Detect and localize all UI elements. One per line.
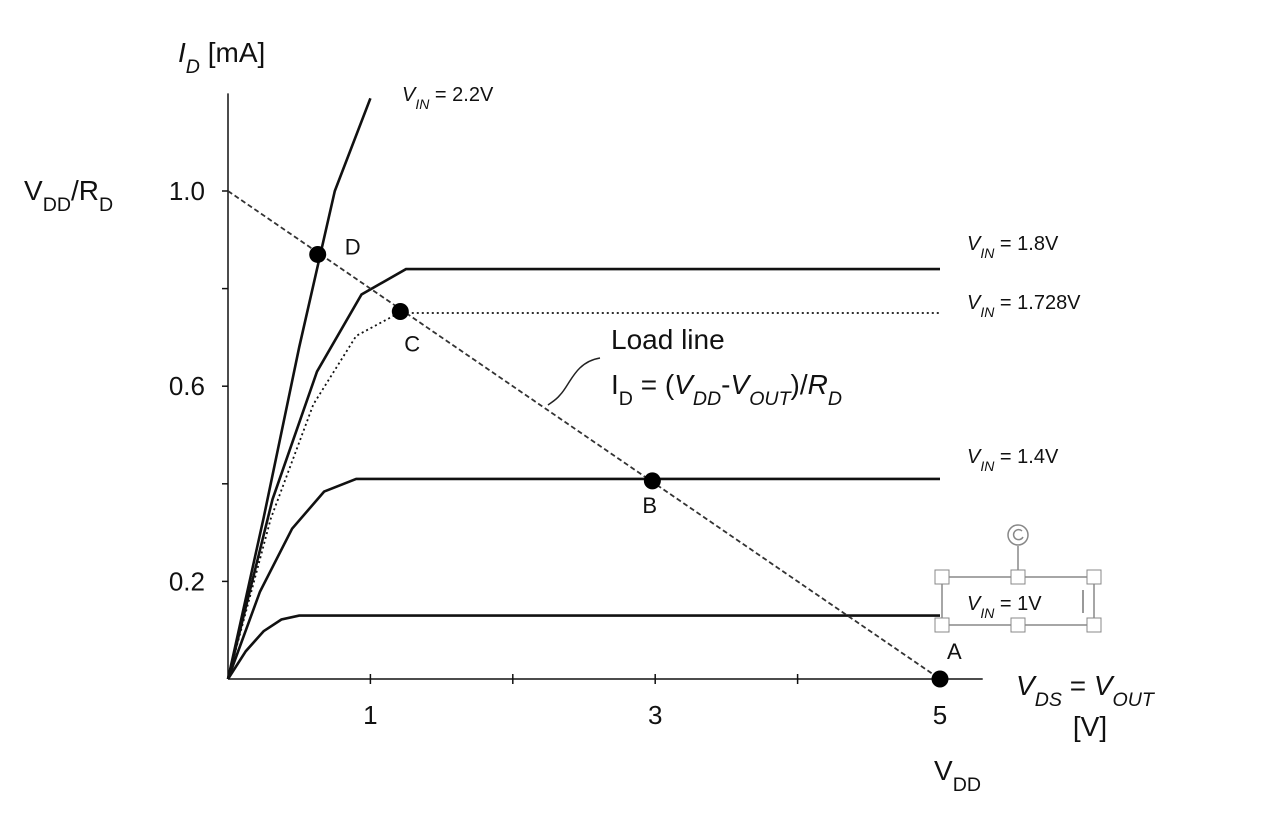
equation-label-part: DD [693,388,721,410]
resize-handle[interactable] [1086,617,1102,633]
series-label-part: V [967,292,982,314]
equation-label-part: D [828,388,842,410]
x-tick-label: 3 [648,700,662,730]
x-axis-label-part: = [1062,670,1094,701]
x-axis-label-part: V [1016,670,1037,701]
equation-label-part: R [808,369,828,400]
equation-label-part: OUT [749,388,792,410]
x-axis-annotation-part: DD [953,774,981,796]
series-label: VIN = 1.728V [967,292,1081,320]
x-axis-label: VDS = VOUT [1016,670,1156,711]
y-axis-label-part: D [186,56,200,78]
y-axis-label-part: [mA] [200,37,265,68]
curve [226,614,940,680]
operating-point [643,472,661,490]
x-axis-unit: [V] [1073,711,1107,742]
annotation-arrow [547,357,601,406]
load-line [227,190,941,680]
x-axis-label-part: OUT [1113,689,1156,711]
series-label: VIN = 1V [967,593,1042,621]
series-label: VIN = 1.4V [967,446,1059,474]
operating-point [391,303,409,321]
operating-point [931,670,949,688]
x-tick-label: 1 [363,700,377,730]
series-label-part: = 1.4V [994,446,1059,468]
point-label: C [404,332,420,357]
equation-label-part: I [611,369,619,400]
series-label-part: IN [980,304,995,320]
curve [227,312,940,680]
equation-label: ID = (VDD-VOUT)/RD [611,369,842,410]
resize-handle[interactable] [1086,569,1102,585]
y-tick-label: 1.0 [169,176,205,206]
x-axis-label-part: V [1094,670,1115,701]
y-tick-label: 0.2 [169,566,205,596]
point-label: A [947,639,962,664]
series-label-part: V [967,446,982,468]
resize-handle[interactable] [934,569,950,585]
series-label-part: = 2.2V [429,84,494,106]
series-label-part: = 1V [994,593,1042,615]
point-label: B [642,493,657,518]
y-axis-annotation-part: DD [43,194,71,216]
operating-point [309,245,327,263]
equation-label-part: - [721,369,730,400]
series-label-part: IN [980,458,995,474]
series-label-part: IN [980,605,995,621]
equation-label-part: )/ [791,369,808,400]
series-label-part: IN [980,245,995,261]
x-axis-annotation-part: V [934,755,953,786]
equation-label-part: = ( [633,369,675,400]
resize-handle[interactable] [934,617,950,633]
curve [226,267,940,680]
series-label: VIN = 1.8V [967,233,1059,261]
series-label-part: Load line [611,324,725,355]
y-axis-label-part: I [178,37,186,68]
series-label-part: = 1.8V [994,233,1059,255]
curve [226,477,940,680]
series-label: Load line [611,324,725,355]
y-axis-label: ID [mA] [178,37,265,78]
rotate-icon [1012,528,1024,541]
series-label-part: IN [415,96,430,112]
series-label-part: V [402,84,417,106]
rotate-handle[interactable] [1007,524,1029,546]
y-axis-annotation-part: /R [71,175,99,206]
series-label-part: V [967,593,982,615]
y-axis-annotation-part: D [99,194,113,216]
y-axis-annotation-part: V [24,175,43,206]
equation-label-part: V [731,369,752,400]
series-label-part: V [967,233,982,255]
equation-label-part: D [619,388,633,410]
resize-handle[interactable] [1010,617,1026,633]
y-axis-annotation: VDD/RD [24,175,113,216]
x-axis-label-part: DS [1035,689,1062,711]
series-label: VIN = 2.2V [402,84,494,112]
point-label: D [345,234,361,259]
x-tick-label: 5 [933,700,947,730]
series-label-part: = 1.728V [994,292,1081,314]
x-axis-annotation: VDD [934,755,981,796]
y-tick-label: 0.6 [169,371,205,401]
resize-handle[interactable] [1010,569,1026,585]
curve [226,97,372,680]
equation-label-part: V [674,369,695,400]
selection-box[interactable] [934,524,1102,633]
